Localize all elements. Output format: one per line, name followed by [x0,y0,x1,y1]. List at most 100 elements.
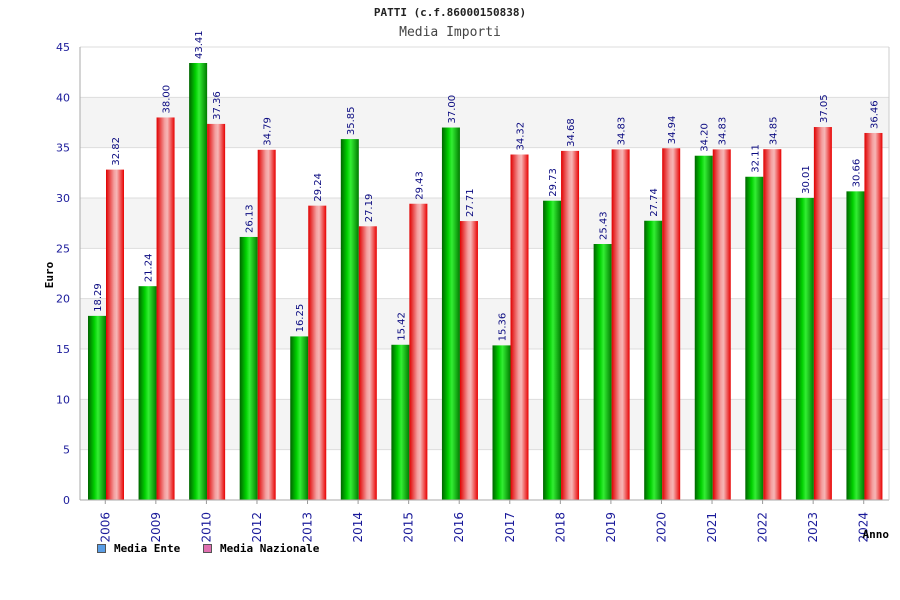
x-tick-label: 2009 [149,512,163,543]
data-label: 30.66 [851,159,862,188]
y-tick-label: 30 [56,192,70,205]
x-tick-label: 2017 [503,512,517,543]
bar-media-ente [441,127,460,501]
data-label: 35.85 [346,106,357,135]
data-label: 15.42 [396,312,407,341]
y-tick-label: 25 [56,242,70,255]
bar-media-nazionale [611,149,630,501]
data-label: 29.24 [313,173,324,202]
x-tick-label: 2024 [857,512,871,543]
data-label: 34.94 [667,116,678,145]
bar-media-ente [239,236,258,500]
data-label: 32.82 [111,137,122,166]
x-axis-label: Anno [863,528,890,541]
data-label: 38.00 [162,85,173,114]
data-label: 34.85 [768,117,779,146]
x-tick-label: 2022 [756,512,770,543]
y-tick-label: 0 [63,494,70,507]
data-label: 34.68 [566,118,577,147]
bar-media-nazionale [409,203,428,500]
bar-media-nazionale [763,149,782,500]
x-tick-label: 2014 [351,512,365,543]
bar-media-ente [189,63,208,500]
y-tick-label: 45 [56,41,70,54]
axes: 0 5 10 15 20 25 30 35 40 45 2006 2009 2010 2012 2013 20… [56,41,890,543]
legend-label: Media Nazionale [220,542,320,555]
y-axis-label: Euro [43,261,56,288]
bar-media-nazionale [813,127,832,500]
data-label: 30.01 [801,165,812,194]
legend-item-media-nazionale: Media Nazionale [203,542,319,555]
bars [88,63,883,501]
y-tick-label: 15 [56,343,70,356]
grid-band [80,47,889,98]
bar-media-ente [644,220,663,500]
bar-media-nazionale [207,123,226,500]
y-tick-label: 5 [63,444,70,457]
x-tick-label: 2006 [98,512,112,543]
data-label: 37.05 [819,94,830,123]
bar-media-nazionale [106,169,124,500]
bar-media-ente [492,345,511,500]
bar-media-nazionale [662,148,681,500]
data-label: 18.29 [93,283,104,312]
bar-media-ente [694,155,713,500]
data-label: 34.79 [263,117,274,146]
data-label: 34.32 [516,122,527,151]
bar-media-ente [543,200,562,500]
legend-swatch-icon [97,544,106,553]
bar-media-nazionale [712,149,731,501]
data-label: 27.71 [465,188,476,217]
y-tick-label: 20 [56,293,70,306]
legend-swatch-icon [203,544,212,553]
data-label: 16.25 [295,304,306,333]
bar-media-ente [745,176,764,500]
x-tick-label: 2021 [705,512,719,543]
bar-media-nazionale [257,149,276,500]
legend-label: Media Ente [114,542,181,555]
data-label: 37.00 [447,95,458,124]
bar-media-ente [340,139,359,501]
data-label: 37.36 [212,91,223,120]
x-tick-label: 2016 [452,512,466,543]
bar-media-nazionale [864,132,883,500]
bar-media-ente [846,191,865,500]
chart-title: PATTI (c.f.86000150838) [373,6,527,19]
x-tick-label: 2019 [604,512,618,543]
bar-media-ente [391,344,410,500]
data-label: 25.43 [599,211,610,240]
data-label: 34.83 [718,117,729,146]
data-label: 27.19 [364,194,375,223]
bar-media-nazionale [459,221,478,500]
data-label: 15.36 [498,313,509,342]
y-tick-label: 10 [56,393,70,406]
x-tick-label: 2015 [402,512,416,543]
data-label: 36.46 [869,100,880,129]
data-label: 34.20 [700,123,711,152]
x-tick-label: 2020 [654,512,668,543]
x-tick-label: 2012 [250,512,264,543]
x-tick-label: 2013 [301,512,315,543]
data-labels: 18.29 32.82 21.24 38.00 43.41 37.36 26.13 34.79… [93,30,880,341]
bar-media-ente [88,315,106,500]
data-label: 29.73 [548,168,559,197]
bar-media-ente [138,286,157,500]
data-label: 43.41 [194,30,205,59]
data-label: 29.43 [414,171,425,200]
x-tick-label: 2023 [806,512,820,543]
data-label: 32.11 [750,144,761,173]
bar-media-nazionale [308,205,327,500]
chart-subtitle: Media Importi [399,25,501,40]
bar-media-nazionale [358,226,377,500]
bar-media-ente [290,336,309,500]
data-label: 21.24 [144,254,155,283]
data-label: 27.74 [649,188,660,217]
bar-media-nazionale [510,154,529,500]
bar-media-nazionale [156,117,175,500]
data-label: 34.83 [617,117,628,146]
data-label: 26.13 [245,204,256,233]
bar-media-ente [795,197,814,500]
y-tick-label: 35 [56,142,70,155]
y-tick-label: 40 [56,91,70,104]
